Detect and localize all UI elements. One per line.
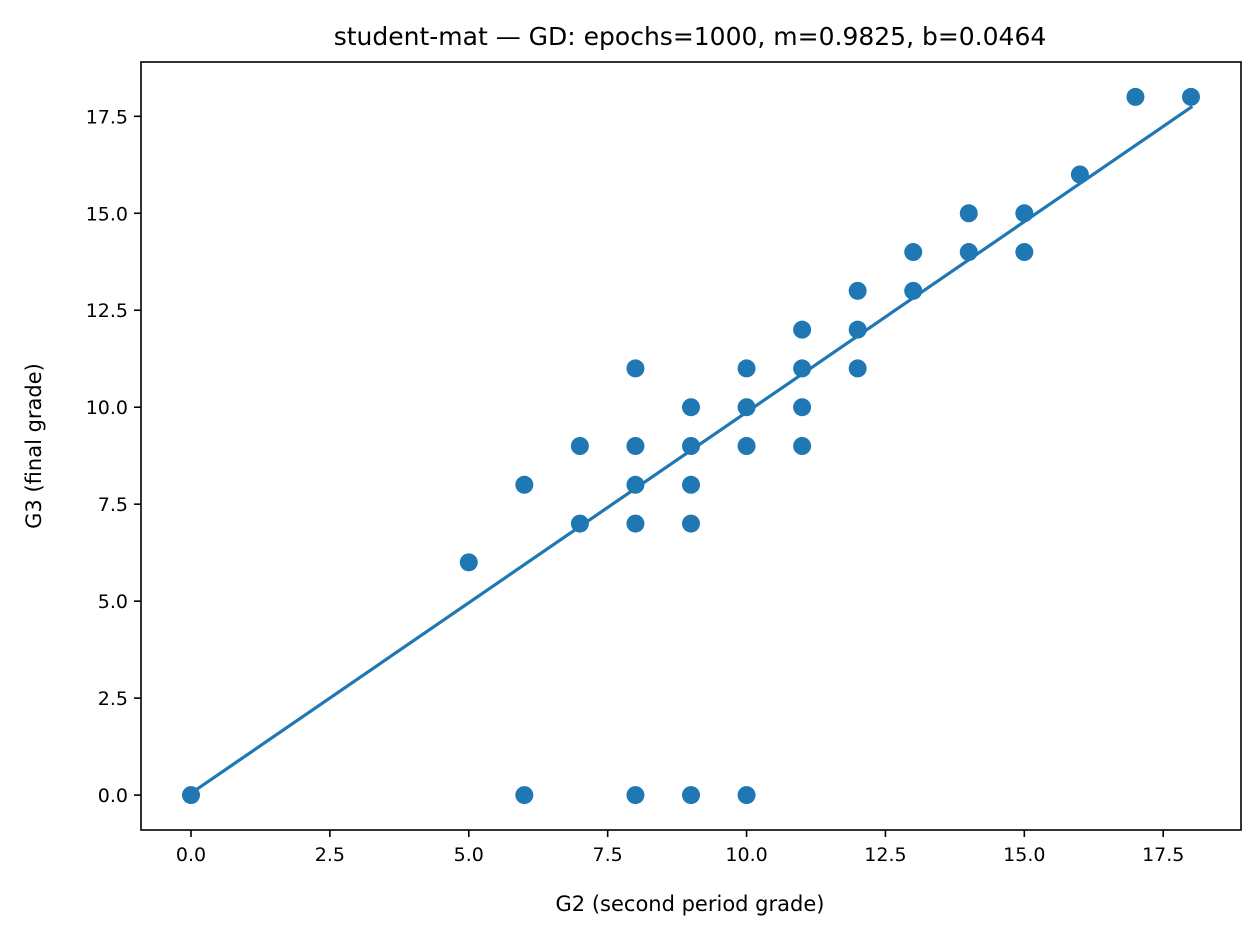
data-point [1070,165,1089,184]
data-point [1182,87,1200,106]
data-point [570,514,589,533]
y-tick-label: 2.5 [98,688,128,710]
data-point [1015,204,1034,223]
data-point [793,320,812,339]
data-point [515,786,534,805]
data-point [904,281,923,300]
y-axis-label: G3 (final grade) [22,363,46,529]
data-point [182,786,200,805]
data-point [459,553,478,572]
data-point [626,359,645,378]
y-tick-label: 7.5 [98,494,128,516]
x-tick-label: 7.5 [593,844,623,866]
x-tick-label: 0.0 [176,844,206,866]
data-point [737,786,756,805]
x-tick-label: 5.0 [454,844,484,866]
data-point [682,475,700,494]
data-point [626,475,645,494]
x-axis-label: G2 (second period grade) [556,892,825,916]
data-point [626,786,645,805]
data-point [904,243,923,262]
data-point [959,204,978,223]
y-tick-label: 10.0 [86,397,128,419]
data-point [682,398,700,417]
data-point [682,786,700,805]
data-point [793,359,812,378]
x-tick-label: 2.5 [315,844,345,866]
x-axis: 0.0 2.5 5.0 7.5 10.0 12.5 15.0 17.5 [176,830,1184,866]
data-point [626,514,645,533]
data-point [1126,87,1145,106]
y-tick-label: 12.5 [86,300,128,322]
data-point [570,437,589,455]
data-point [848,281,867,300]
data-point [515,475,534,494]
y-tick-label: 0.0 [98,785,128,807]
data-point [737,437,756,455]
data-point [793,437,812,455]
data-point [848,359,867,378]
data-point [1015,243,1034,262]
x-tick-label: 17.5 [1142,844,1184,866]
y-tick-label: 17.5 [86,106,128,128]
x-tick-label: 12.5 [864,844,906,866]
y-axis: 0.0 2.5 5.0 7.5 10.0 12.5 15.0 17.5 [86,106,141,807]
data-point [682,514,700,533]
data-point [626,437,645,455]
plot-area [182,87,1200,805]
data-point [737,398,756,417]
data-point [848,320,867,339]
data-point [737,359,756,378]
x-tick-label: 15.0 [1003,844,1045,866]
axes-frame [140,61,1242,831]
data-point [682,437,700,455]
data-point [793,398,812,417]
y-tick-label: 5.0 [98,591,128,613]
chart-title: student-mat — GD: epochs=1000, m=0.9825,… [334,22,1047,51]
x-tick-label: 10.0 [725,844,767,866]
y-tick-label: 15.0 [86,203,128,225]
data-point [959,243,978,262]
